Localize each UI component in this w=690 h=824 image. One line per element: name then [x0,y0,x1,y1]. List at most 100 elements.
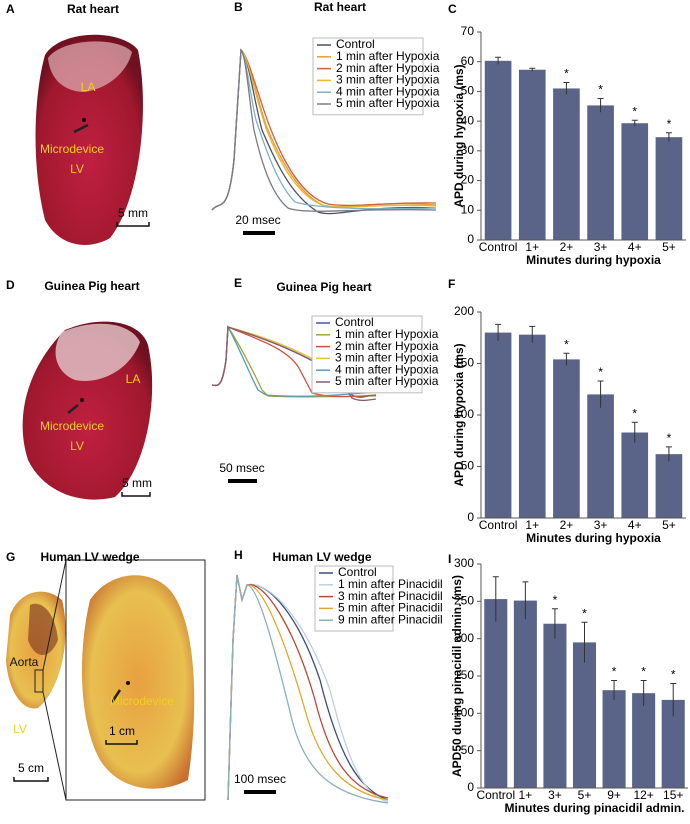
bar [621,432,649,518]
error-bar [611,679,618,700]
bar [543,623,567,788]
x-tick-label: 2+ [560,518,574,532]
scale-bar-label: 100 msec [234,772,286,786]
x-axis-label: Minutes during hypoxia [526,531,661,545]
significance-mark: * [632,104,637,118]
scale-bar-label: 20 msec [235,213,280,227]
x-tick-label: 5+ [662,240,676,254]
significance-mark: * [598,365,603,379]
panel-title: Human LV wedge [272,550,371,564]
photo-label: LA [81,80,96,94]
photo-label: LV [70,439,84,453]
error-bar [597,98,604,113]
scale-bar-label: 5 mm [118,206,148,220]
panel-letter: I [448,552,451,566]
scale-bar [116,222,150,227]
x-tick-label: 4+ [628,518,642,532]
legend-box [311,315,423,394]
bar [553,88,580,240]
photo-label: Microdevice [40,419,104,433]
bar [484,60,512,240]
error-bar [597,380,604,408]
trace [227,574,389,804]
panel-letter: F [448,277,455,291]
significance-mark: * [641,665,646,679]
scale-bar [121,492,151,497]
y-tick-label: 200 [454,631,474,645]
y-tick-label: 0 [467,780,474,794]
x-tick-label: 3+ [594,240,608,254]
panel-title: Human LV wedge [40,550,139,564]
bar [621,123,649,240]
error-bar [529,67,536,72]
panel-title: Rat heart [314,0,366,14]
legend-label: Control [336,37,375,51]
scale-bar [105,740,138,745]
bar [655,454,683,518]
error-bar [581,621,588,663]
y-tick-label: 150 [454,668,474,682]
legend-label: 1 min after Hypoxia [336,49,440,63]
bar [587,394,614,518]
scale-bar-label: 1 cm [109,724,135,738]
significance-mark: * [598,83,603,97]
scale-bar [13,777,49,782]
error-bar [522,581,529,620]
bar [602,690,626,788]
significance-mark: * [564,67,569,81]
scale-bar-label: 50 msec [219,461,264,475]
photo-human-wedge [6,559,206,801]
y-tick-label: 0 [467,510,474,524]
bar [655,137,683,240]
y-tick-label: 50 [461,743,475,757]
x-axis-label: Minutes during hypoxia [526,253,661,267]
x-tick-label: 1+ [525,518,539,532]
x-tick-label: 15+ [663,788,683,802]
legend-label: 2 min after Hypoxia [336,61,440,75]
x-axis-label: Minutes during pinacidil admin. [504,801,684,815]
x-tick-label: Control [479,518,518,532]
legend-label: 5 min after Hypoxia [336,96,440,110]
x-tick-label: 5+ [578,788,592,802]
scale-bar-label: 5 mm [122,476,152,490]
scale-bar-label: 5 cm [18,761,44,775]
error-bar [563,82,570,95]
error-bar [492,576,499,622]
legend-label: 1 min after Hypoxia [335,327,439,341]
legend-label: Control [335,315,374,329]
y-tick-label: 250 [454,594,474,608]
error-bar [665,446,672,462]
x-tick-label: Control [479,240,518,254]
y-tick-label: 50 [461,84,475,98]
y-axis-label: APD50 during pinacidil admin. (ms) [450,575,464,777]
legend-label: 4 min after Hypoxia [335,362,439,376]
panel-letter: G [6,550,15,564]
y-tick-label: 60 [461,54,475,68]
error-bar [495,323,502,341]
trace [211,48,437,212]
x-tick-label: 5+ [662,518,676,532]
bar [513,600,537,788]
legend-label: 2 min after Hypoxia [335,339,439,353]
y-tick-label: 30 [461,143,475,157]
y-tick-label: 300 [454,556,474,570]
error-bar [495,56,502,65]
panel-title: Rat heart [67,2,119,16]
panel-letter: H [234,548,243,562]
bar [587,105,614,240]
legend-label: Control [338,565,377,579]
x-tick-label: 2+ [560,240,574,254]
bar [484,332,512,518]
photo-label: Microdevice [110,694,174,708]
x-tick-label: 1+ [525,240,539,254]
panel-title: Guinea Pig heart [276,280,371,294]
x-tick-label: 9+ [607,788,621,802]
significance-mark: * [582,606,587,620]
y-tick-label: 0 [467,232,474,246]
error-bar [551,608,558,639]
y-axis-label: APD during hypoxia (ms) [452,343,466,486]
photo-label: LV [13,722,27,736]
legend-label: 3 min after Hypoxia [335,351,439,365]
significance-mark: * [553,593,558,607]
